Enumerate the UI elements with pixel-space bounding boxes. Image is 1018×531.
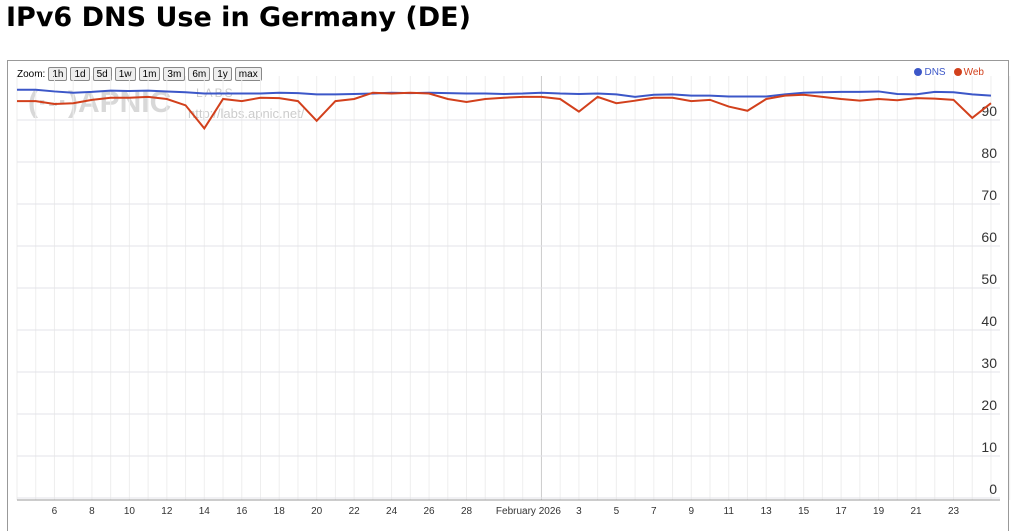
x-tick-label: 9 bbox=[688, 506, 694, 517]
x-tick-label: 28 bbox=[461, 506, 473, 517]
x-tick-label: 14 bbox=[199, 506, 211, 517]
y-tick-label: 0 bbox=[989, 481, 997, 497]
x-tick-label: 21 bbox=[910, 506, 922, 517]
x-tick-label: 10 bbox=[124, 506, 136, 517]
y-tick-label: 30 bbox=[981, 355, 997, 371]
x-tick-label: 18 bbox=[274, 506, 286, 517]
x-tick-label: 17 bbox=[836, 506, 848, 517]
y-tick-label: 10 bbox=[981, 439, 997, 455]
x-tick-label: 6 bbox=[52, 506, 58, 517]
y-tick-label: 50 bbox=[981, 271, 997, 287]
x-tick-label: 16 bbox=[236, 506, 248, 517]
x-tick-label: 8 bbox=[89, 506, 95, 517]
x-tick-label: 5 bbox=[614, 506, 620, 517]
y-tick-label: 80 bbox=[981, 145, 997, 161]
x-tick-label: 19 bbox=[873, 506, 885, 517]
x-tick-label: 20 bbox=[311, 506, 323, 517]
x-tick-label: 24 bbox=[386, 506, 398, 517]
x-tick-label: February 2026 bbox=[496, 506, 561, 517]
y-tick-label: 70 bbox=[981, 187, 997, 203]
x-tick-label: 11 bbox=[724, 506, 735, 517]
x-tick-label: 12 bbox=[161, 506, 173, 517]
y-tick-label: 20 bbox=[981, 397, 997, 413]
y-tick-label: 40 bbox=[981, 313, 997, 329]
y-tick-label: 60 bbox=[981, 229, 997, 245]
x-tick-label: 7 bbox=[651, 506, 657, 517]
x-tick-label: 26 bbox=[423, 506, 435, 517]
x-tick-label: 15 bbox=[798, 506, 810, 517]
x-tick-label: 3 bbox=[576, 506, 582, 517]
x-tick-label: 23 bbox=[948, 506, 960, 517]
x-tick-label: 22 bbox=[349, 506, 361, 517]
x-tick-label: 13 bbox=[761, 506, 773, 517]
